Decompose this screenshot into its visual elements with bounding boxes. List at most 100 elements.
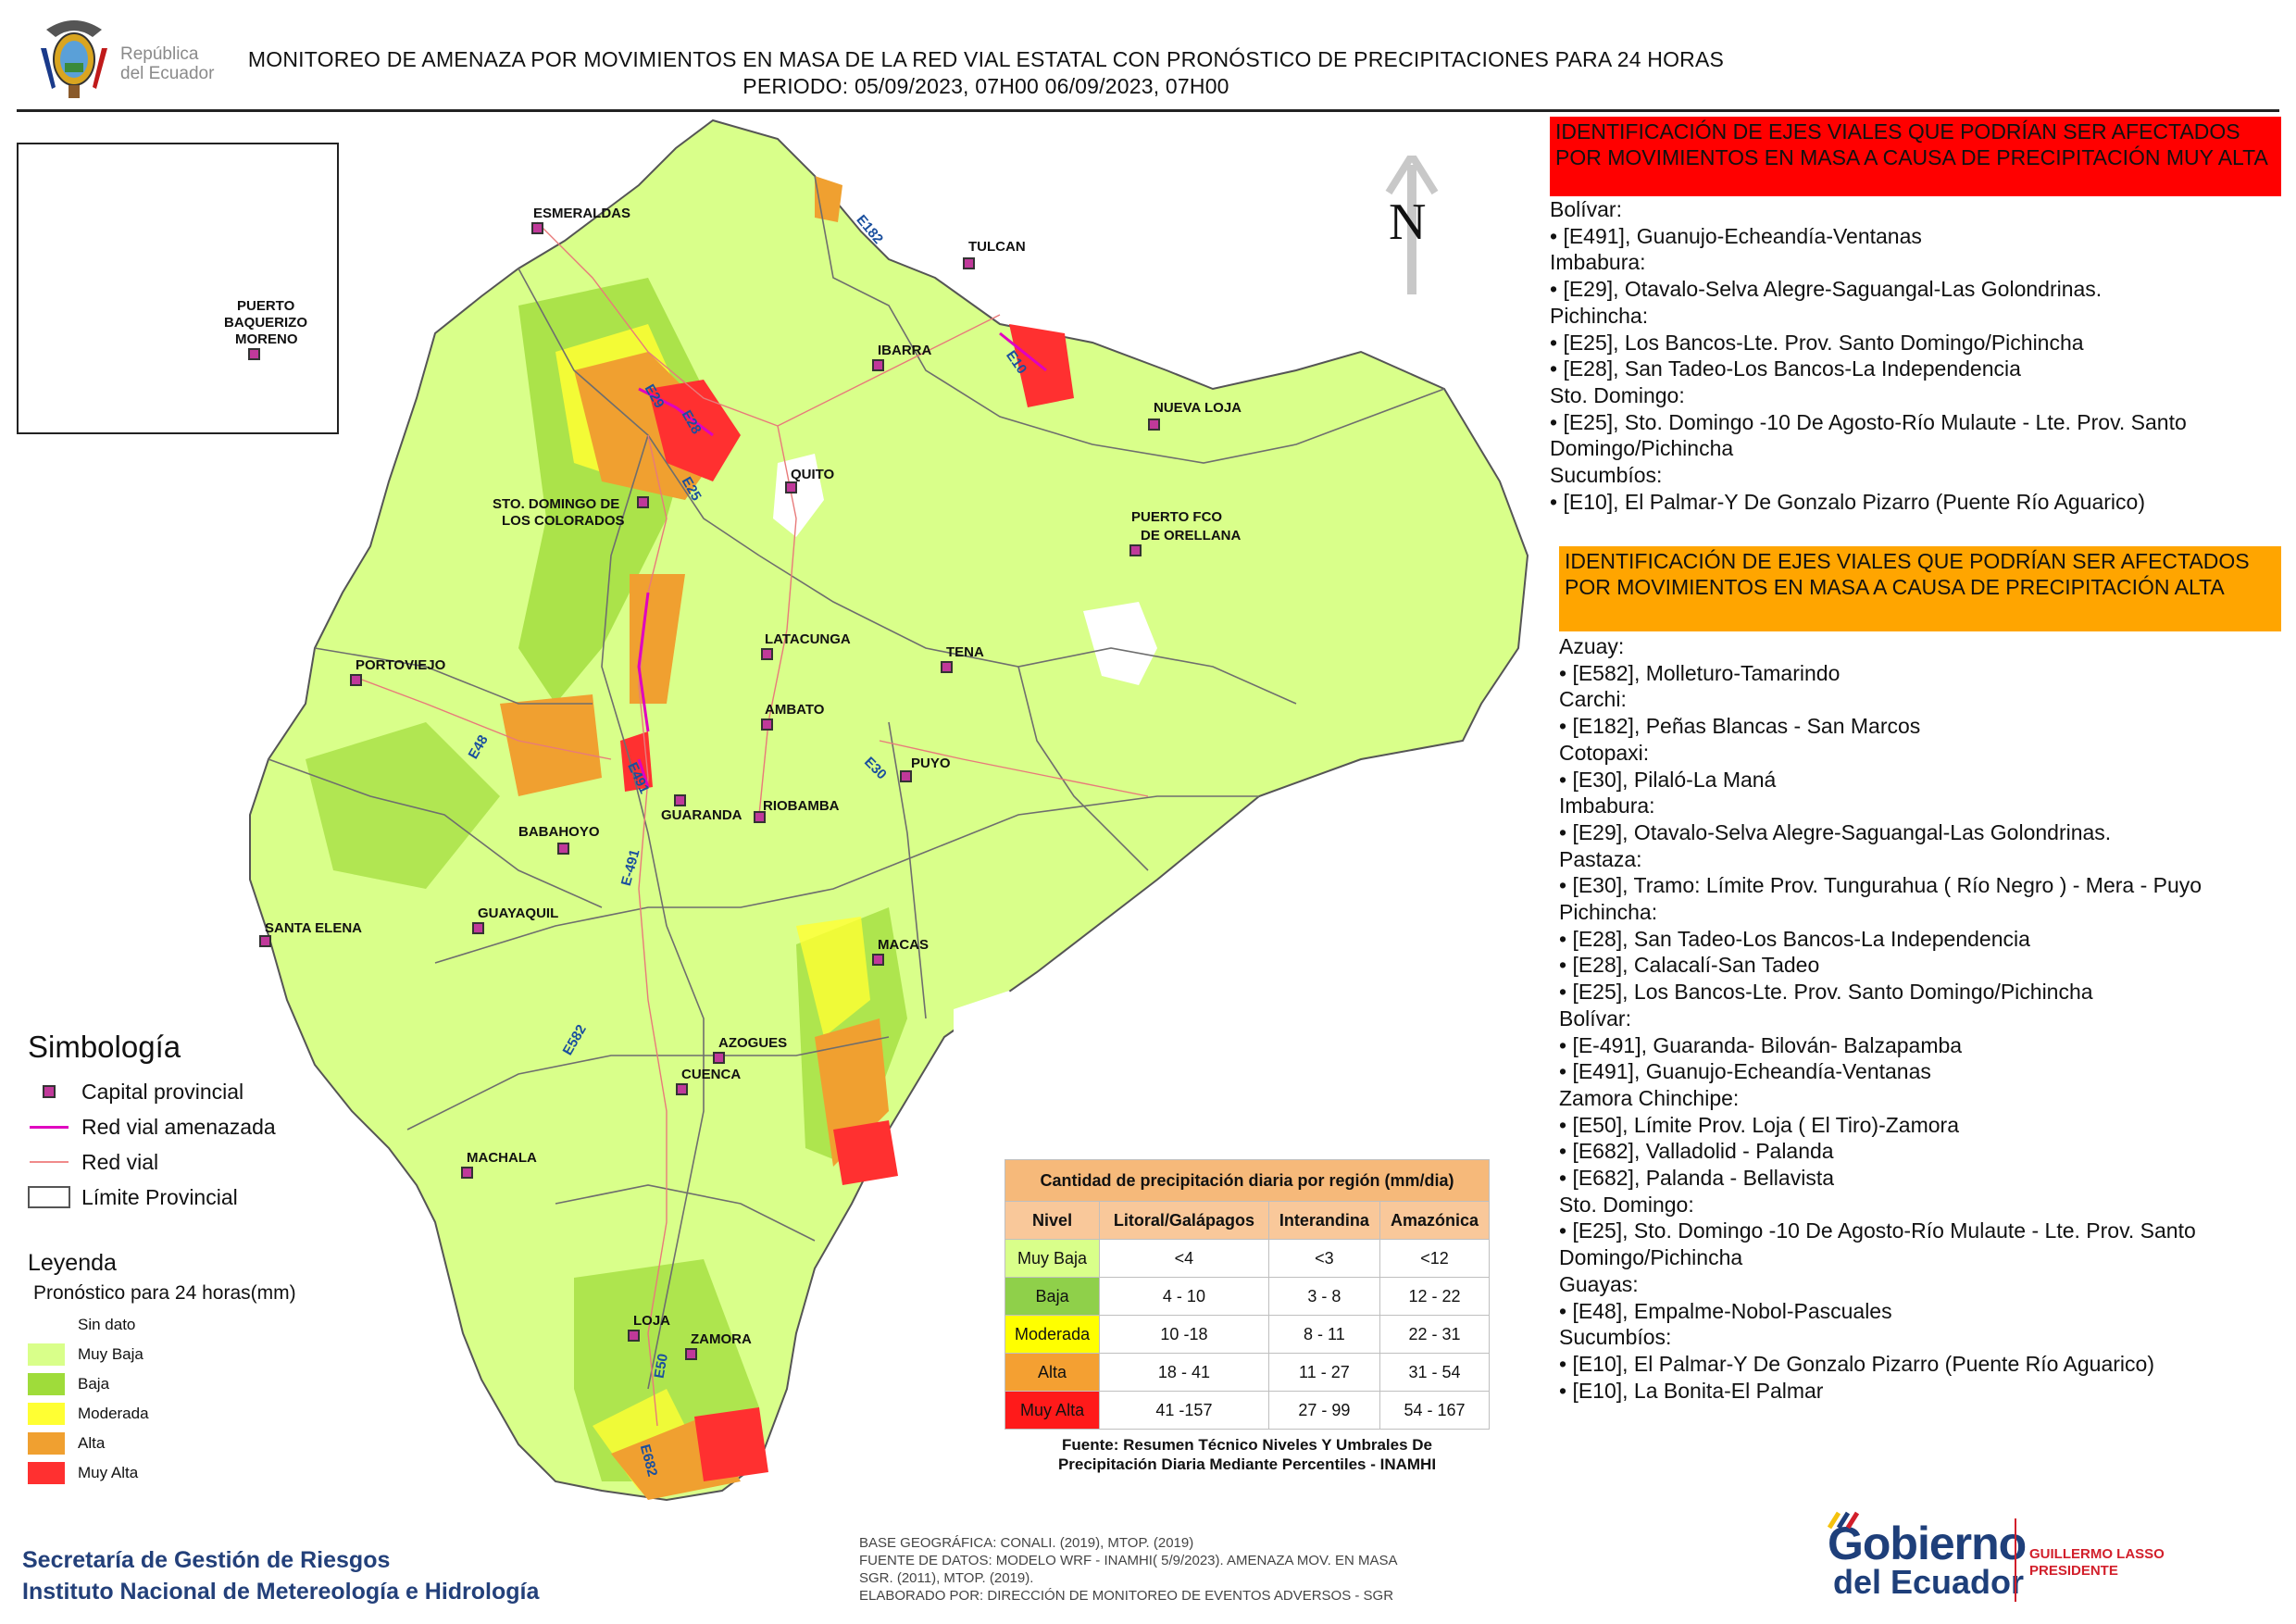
city-label-quito: QUITO (791, 467, 835, 482)
legend-color-swatch (28, 1403, 65, 1425)
precipitation-table-title: Cantidad de precipitación diaria por reg… (1004, 1159, 1490, 1202)
road-list-line: • [E491], Guanujo-Echeandía-Ventanas (1550, 223, 1922, 248)
gob-logo-divider (2015, 1518, 2016, 1602)
precipitation-table-body: Muy Baja <4 <3 <12 Baja 4 - 10 3 - 8 12 - 22 Mod… (1004, 1239, 1491, 1430)
table-cell-nivel: Alta (1004, 1353, 1101, 1392)
legend-item-road: Red vial (28, 1144, 361, 1180)
table-header-litoral: Litoral/Galápagos (1099, 1201, 1269, 1240)
legend-leyenda-item: Alta (28, 1429, 380, 1458)
table-cell-litoral: <4 (1099, 1239, 1269, 1278)
page-title: MONITOREO DE AMENAZA POR MOVIMIENTOS EN … (222, 46, 1750, 100)
republica-ecuador-logo: República del Ecuador (28, 11, 268, 104)
coat-of-arms-icon (41, 20, 107, 98)
president-name: GUILLERMO LASSO (2029, 1546, 2165, 1562)
city-marker (1129, 544, 1142, 556)
header-divider (17, 109, 2279, 112)
city-label-azogues: AZOGUES (718, 1035, 788, 1051)
city-label-guayaquil: GUAYAQUIL (478, 906, 559, 921)
legend-leyenda-item: Muy Baja (28, 1340, 380, 1369)
road-list-line: • [E25], Sto. Domingo -10 De Agosto-Río … (1559, 1218, 2196, 1243)
road-list-line: Zamora Chinchipe: (1559, 1085, 1740, 1110)
road-list-line: Sucumbíos: (1559, 1325, 1672, 1350)
city-label-puyo: PUYO (911, 756, 951, 771)
road-list-line: • [E182], Peñas Blancas - San Marcos (1559, 714, 1921, 739)
threatened-road-network (637, 331, 1047, 788)
road-list-line: • [E25], Sto. Domingo -10 De Agosto-Río … (1550, 409, 2187, 434)
city-marker (785, 481, 797, 493)
legend-leyenda-title: Leyenda (28, 1250, 117, 1276)
legend-item-threatened-road: Red vial amenazada (28, 1109, 361, 1144)
legend-leyenda-label: Muy Alta (78, 1464, 139, 1481)
road-list-line: Pastaza: (1559, 846, 1642, 871)
city-marker (963, 257, 975, 269)
city-marker (461, 1167, 473, 1179)
legend-item-label: Capital provincial (81, 1079, 244, 1104)
credits-line: SGR. (2011), MTOP. (2019). (859, 1570, 1034, 1586)
city-marker (872, 954, 884, 966)
road-list-line: • [E10], El Palmar-Y De Gonzalo Pizarro … (1559, 1351, 2154, 1376)
city-label-tena: TENA (946, 644, 984, 660)
legend-color-swatch (28, 1343, 65, 1366)
legend-simbologia: Simbología Capital provincial Red vial a… (28, 1030, 361, 1215)
legend-leyenda-item: Moderada (28, 1399, 380, 1429)
legend-leyenda-item: Muy Alta (28, 1458, 380, 1488)
city-label-ambato: AMBATO (765, 702, 825, 718)
city-label-tulcan: TULCAN (968, 239, 1026, 255)
legend-item-capital: Capital provincial (28, 1074, 361, 1109)
city-label-esmeraldas: ESMERALDAS (533, 206, 631, 221)
table-row: Muy Baja <4 <3 <12 (1004, 1239, 1491, 1278)
city-label-loja: LOJA (633, 1313, 671, 1329)
legend-item-label: Red vial (81, 1149, 159, 1174)
road-list-line: Sto. Domingo: (1559, 1192, 1694, 1217)
city-label-orellana-1: PUERTO FCO (1131, 509, 1223, 525)
table-cell-amazonica: 12 - 22 (1379, 1277, 1491, 1316)
north-arrow-icon (1385, 148, 1439, 294)
legend-leyenda-item: Sin dato (28, 1310, 380, 1340)
table-cell-litoral: 10 -18 (1099, 1315, 1269, 1354)
road-list-line: • [E28], San Tadeo-Los Bancos-La Indepen… (1559, 926, 2030, 951)
city-marker (761, 648, 773, 660)
city-marker (754, 811, 766, 823)
table-source-line-2: Precipitación Diaria Mediante Percentile… (1057, 1455, 1437, 1473)
table-cell-litoral: 18 - 41 (1099, 1353, 1269, 1392)
table-header-interandina: Interandina (1267, 1201, 1380, 1240)
precipitation-table: Cantidad de precipitación diaria por reg… (1004, 1159, 1491, 1430)
moderada-region (796, 917, 870, 1037)
legend-color-swatch (28, 1432, 65, 1455)
road-network (351, 221, 1149, 1427)
legend-item-label: Límite Provincial (81, 1184, 238, 1209)
muy-alta-region (833, 1120, 898, 1185)
title-line-2: PERIODO: 05/09/2023, 07H00 06/09/2023, 0… (742, 74, 1229, 98)
president-title: PRESIDENTE (2029, 1563, 2118, 1579)
city-marker (713, 1052, 725, 1064)
city-label-babahoyo: BABAHOYO (518, 824, 600, 840)
table-row: Alta 18 - 41 11 - 27 31 - 54 (1004, 1353, 1491, 1392)
panel-muy-alta-header: IDENTIFICACIÓN DE EJES VIALES QUE PODRÍA… (1550, 117, 2281, 196)
legend-item-boundary: Límite Provincial (28, 1180, 361, 1215)
baja-region (306, 722, 500, 889)
sin-dato-patch (773, 454, 824, 537)
city-marker (674, 794, 686, 806)
footer-org-inamhi: Instituto Nacional de Metereología e Hid… (22, 1579, 540, 1605)
table-cell-interandina: 11 - 27 (1267, 1353, 1380, 1392)
road-list-line: Imbabura: (1550, 250, 1646, 275)
table-cell-amazonica: 22 - 31 (1379, 1315, 1491, 1354)
city-marker (628, 1330, 640, 1342)
road-list-line: • [E682], Palanda - Bellavista (1559, 1166, 1835, 1191)
city-marker (259, 935, 271, 947)
road-list-line: • [E28], San Tadeo-Los Bancos-La Indepen… (1550, 356, 2021, 381)
table-cell-nivel: Muy Baja (1004, 1239, 1101, 1278)
legend-leyenda-label: Alta (78, 1434, 106, 1452)
road-list-line: • [E491], Guanujo-Echeandía-Ventanas (1559, 1059, 1931, 1084)
ecuador-map: N ESMERALDAS TULCAN IBARRA NUEVA LOJA QU… (17, 119, 1529, 1502)
road-list-line: • [E25], Los Bancos-Lte. Prov. Santo Dom… (1550, 330, 2084, 355)
city-marker (941, 661, 953, 673)
legend-leyenda-subtitle: Pronóstico para 24 horas(mm) (33, 1282, 296, 1304)
road-list-line: • [E30], Pilaló-La Maná (1559, 767, 1777, 792)
legend-leyenda-items: Sin dato Muy Baja Baja Moderada Alta Muy Alta (28, 1310, 380, 1488)
footer-organizations: Secretaría de Gestión de Riesgos Institu… (22, 1544, 539, 1607)
alta-region (500, 694, 602, 796)
logo-text-ecuador: del Ecuador (120, 64, 215, 83)
table-cell-litoral: 41 -157 (1099, 1391, 1269, 1430)
road-list-line: Bolívar: (1550, 197, 1622, 221)
